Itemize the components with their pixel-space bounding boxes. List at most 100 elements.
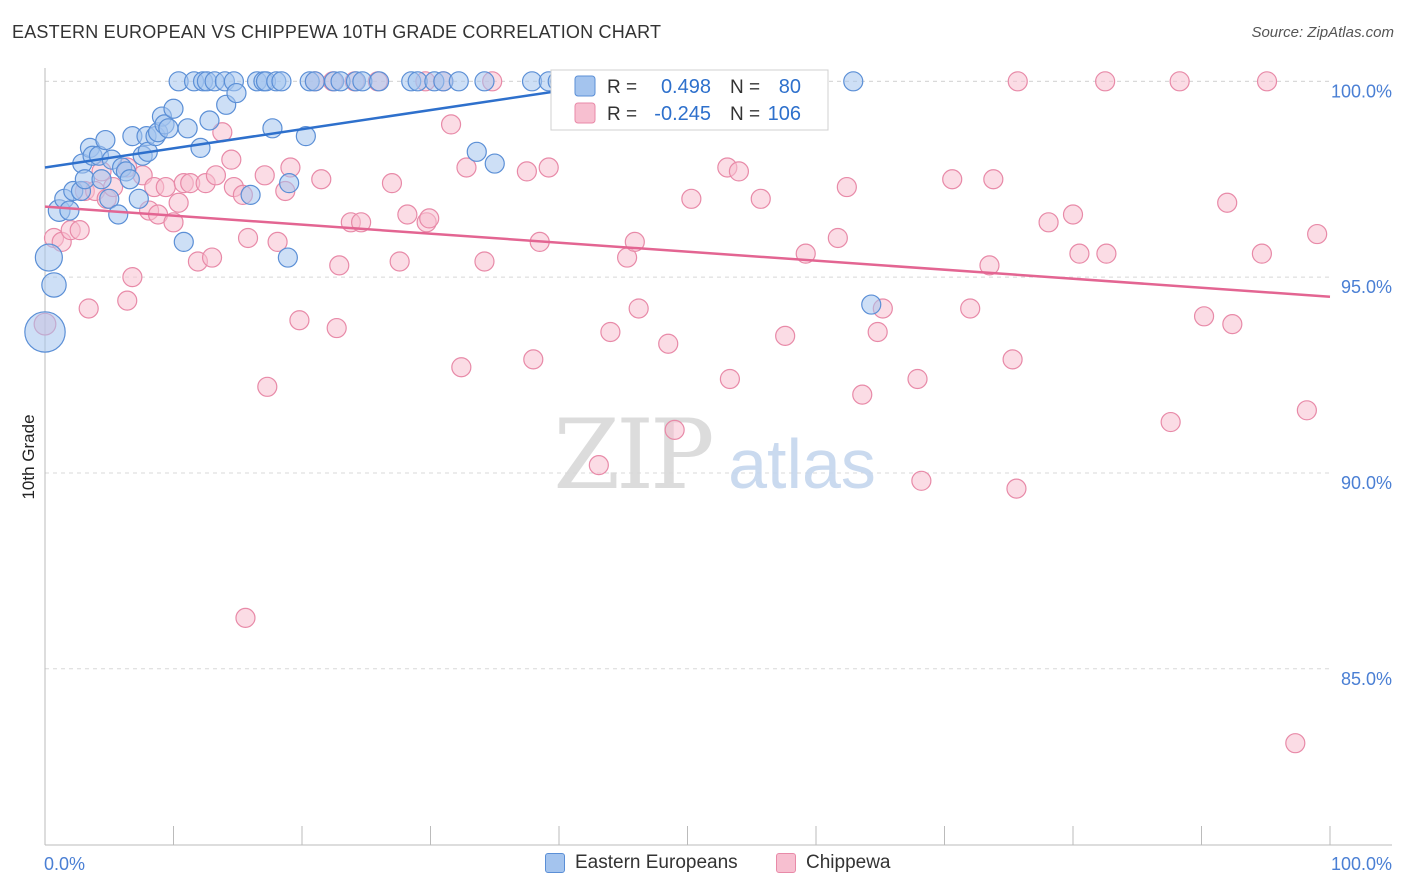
chippewa-point[interactable] bbox=[1002, 349, 1023, 370]
eastern-europeans-point[interactable] bbox=[369, 71, 390, 92]
eastern-europeans-point[interactable] bbox=[190, 137, 211, 159]
eastern-europeans-point[interactable] bbox=[99, 188, 120, 209]
chippewa-point[interactable] bbox=[117, 290, 138, 311]
eastern-europeans-point[interactable] bbox=[128, 188, 149, 209]
chippewa-point[interactable] bbox=[311, 169, 332, 190]
chippewa-point[interactable] bbox=[658, 333, 679, 354]
chippewa-point[interactable] bbox=[1193, 306, 1215, 327]
chippewa-point[interactable] bbox=[289, 310, 310, 331]
chippewa-point[interactable] bbox=[600, 321, 621, 343]
chippewa-point[interactable] bbox=[254, 165, 275, 186]
chippewa-point[interactable] bbox=[201, 247, 223, 268]
chippewa-point[interactable] bbox=[440, 114, 462, 135]
chippewa-point[interactable] bbox=[538, 157, 559, 178]
chippewa-point[interactable] bbox=[1007, 71, 1028, 92]
eastern-europeans-point[interactable] bbox=[304, 71, 325, 92]
chippewa-point[interactable] bbox=[155, 176, 176, 198]
eastern-europeans-point[interactable] bbox=[24, 311, 66, 353]
chippewa-point[interactable] bbox=[381, 173, 403, 194]
chippewa-point[interactable] bbox=[836, 176, 857, 198]
eastern-europeans-point[interactable] bbox=[163, 98, 184, 119]
chippewa-point[interactable] bbox=[257, 376, 278, 397]
eastern-europeans-point[interactable] bbox=[474, 71, 495, 92]
chippewa-point[interactable] bbox=[326, 317, 347, 339]
chippewa-point[interactable] bbox=[516, 161, 537, 182]
chippewa-point[interactable] bbox=[456, 157, 477, 178]
legend-item-eastern-europeans[interactable]: Eastern Europeans bbox=[545, 852, 738, 874]
eastern-europeans-point[interactable] bbox=[448, 71, 469, 92]
chippewa-point[interactable] bbox=[163, 212, 184, 233]
chippewa-point[interactable] bbox=[1169, 71, 1190, 92]
chippewa-point[interactable] bbox=[1062, 204, 1084, 225]
chippewa-point[interactable] bbox=[1095, 71, 1116, 92]
chippewa-point[interactable] bbox=[852, 384, 873, 405]
chippewa-point[interactable] bbox=[389, 251, 410, 272]
eastern-europeans-point[interactable] bbox=[843, 71, 864, 92]
chippewa-point[interactable] bbox=[942, 169, 963, 190]
chippewa-point[interactable] bbox=[78, 298, 99, 319]
chippewa-point[interactable] bbox=[983, 169, 1004, 190]
eastern-europeans-point[interactable] bbox=[271, 71, 292, 92]
chippewa-point[interactable] bbox=[205, 165, 227, 186]
chippewa-point[interactable] bbox=[474, 251, 495, 272]
chippewa-point[interactable] bbox=[628, 298, 649, 319]
chippewa-point[interactable] bbox=[235, 607, 256, 628]
chippewa-point[interactable] bbox=[775, 325, 796, 346]
chippewa-point[interactable] bbox=[168, 192, 189, 213]
eastern-europeans-point[interactable] bbox=[91, 169, 112, 190]
chippewa-point[interactable] bbox=[588, 455, 609, 476]
chippewa-point[interactable] bbox=[1285, 733, 1306, 754]
eastern-europeans-point[interactable] bbox=[34, 243, 63, 272]
eastern-europeans-point[interactable] bbox=[226, 82, 247, 104]
eastern-europeans-point[interactable] bbox=[279, 173, 300, 194]
chippewa-point[interactable] bbox=[1296, 400, 1317, 421]
chippewa-point[interactable] bbox=[1038, 212, 1059, 233]
chippewa-point[interactable] bbox=[351, 212, 372, 233]
chippewa-point[interactable] bbox=[451, 357, 472, 378]
chippewa-point[interactable] bbox=[911, 470, 932, 491]
eastern-europeans-point[interactable] bbox=[484, 153, 505, 174]
chippewa-point[interactable] bbox=[1256, 71, 1278, 92]
eastern-europeans-point[interactable] bbox=[295, 126, 316, 147]
chippewa-point[interactable] bbox=[1222, 314, 1243, 335]
eastern-europeans-point[interactable] bbox=[41, 272, 67, 298]
eastern-europeans-point[interactable] bbox=[466, 141, 487, 162]
chippewa-point[interactable] bbox=[1096, 243, 1117, 264]
chippewa-point[interactable] bbox=[827, 227, 848, 249]
chippewa-point[interactable] bbox=[267, 231, 288, 252]
chippewa-point[interactable] bbox=[1251, 243, 1272, 264]
chippewa-point[interactable] bbox=[397, 204, 418, 225]
chippewa-point[interactable] bbox=[1006, 478, 1027, 499]
chippewa-point[interactable] bbox=[867, 321, 888, 343]
eastern-europeans-point[interactable] bbox=[177, 118, 198, 139]
eastern-europeans-point[interactable] bbox=[59, 200, 80, 221]
chippewa-point[interactable] bbox=[221, 149, 242, 170]
chippewa-point[interactable] bbox=[664, 419, 685, 440]
chippewa-point[interactable] bbox=[681, 188, 702, 209]
chippewa-point[interactable] bbox=[719, 368, 741, 390]
eastern-europeans-point[interactable] bbox=[861, 294, 882, 315]
eastern-europeans-point[interactable] bbox=[277, 247, 298, 268]
chippewa-point[interactable] bbox=[1160, 411, 1181, 433]
chippewa-point[interactable] bbox=[419, 208, 440, 229]
eastern-europeans-point[interactable] bbox=[119, 169, 140, 190]
chippewa-point[interactable] bbox=[979, 255, 1000, 276]
chippewa-point[interactable] bbox=[907, 368, 928, 390]
chippewa-point[interactable] bbox=[69, 220, 90, 241]
chippewa-point[interactable] bbox=[523, 349, 544, 370]
chippewa-point[interactable] bbox=[122, 267, 143, 288]
eastern-europeans-point[interactable] bbox=[158, 118, 179, 139]
chippewa-point[interactable] bbox=[1069, 243, 1090, 264]
chippewa-point[interactable] bbox=[750, 188, 771, 209]
legend-item-chippewa[interactable]: Chippewa bbox=[776, 852, 891, 874]
eastern-europeans-point[interactable] bbox=[173, 231, 194, 252]
eastern-europeans-point[interactable] bbox=[199, 110, 220, 131]
chippewa-point[interactable] bbox=[329, 255, 350, 276]
chippewa-point[interactable] bbox=[237, 227, 259, 249]
eastern-europeans-point[interactable] bbox=[95, 129, 116, 151]
chippewa-point[interactable] bbox=[728, 161, 750, 182]
chippewa-point[interactable] bbox=[960, 298, 981, 319]
chippewa-point[interactable] bbox=[1217, 192, 1238, 213]
eastern-europeans-point[interactable] bbox=[108, 204, 129, 225]
eastern-europeans-point[interactable] bbox=[240, 184, 261, 206]
